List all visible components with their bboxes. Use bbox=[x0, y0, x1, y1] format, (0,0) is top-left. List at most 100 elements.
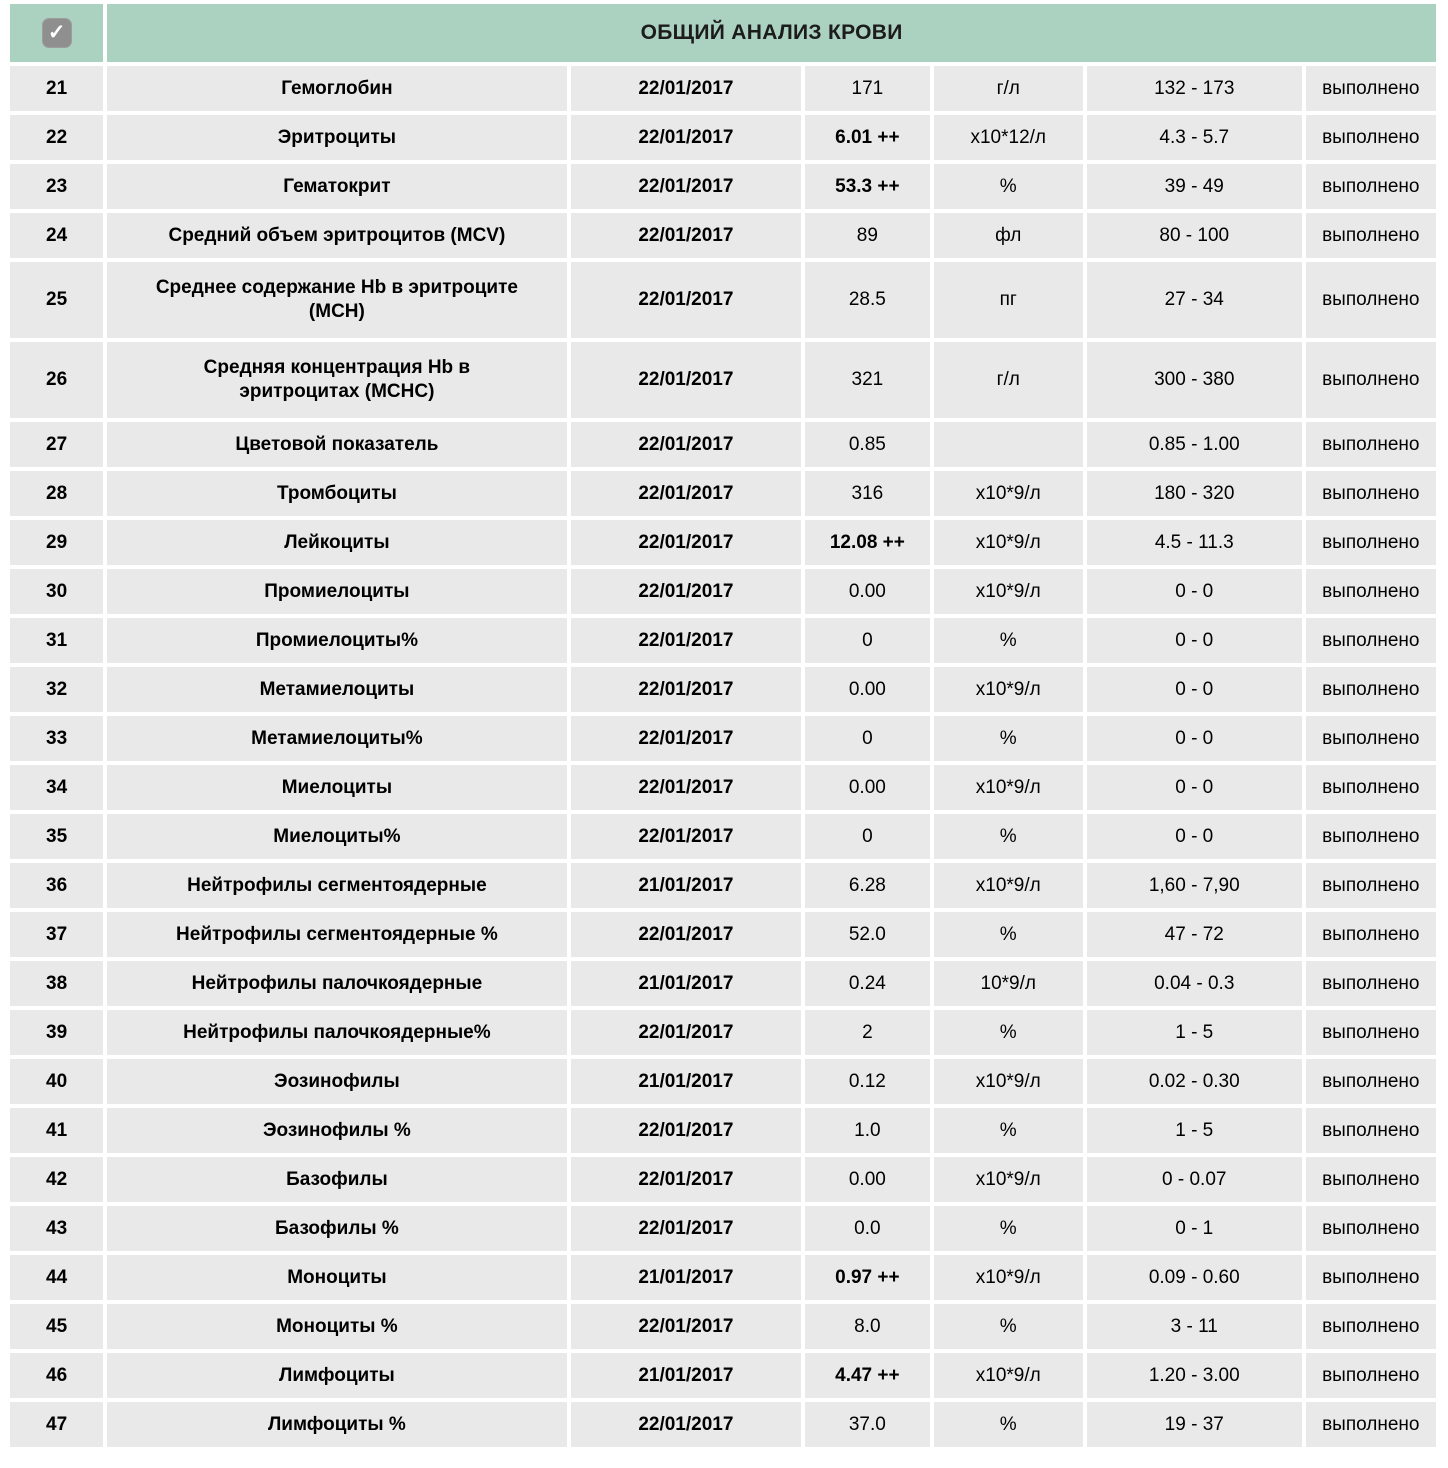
row-number-cell: 36 bbox=[10, 863, 104, 908]
test-name-cell: Базофилы % bbox=[107, 1206, 567, 1251]
test-unit-cell: х10*9/л bbox=[933, 667, 1083, 712]
test-unit-cell: % bbox=[933, 164, 1083, 209]
test-unit-cell: х10*9/л bbox=[933, 1353, 1083, 1398]
result-row: 35 Миелоциты% 22/01/2017 0% 0 - 0 выполнено bbox=[10, 814, 1436, 859]
test-status-cell: выполнено bbox=[1305, 1353, 1436, 1398]
test-unit-cell: % bbox=[933, 1206, 1083, 1251]
test-date-cell: 22/01/2017 bbox=[570, 520, 802, 565]
reference-range-cell: 39 - 49 bbox=[1086, 164, 1302, 209]
test-name-cell: Нейтрофилы палочкоядерные% bbox=[107, 1010, 567, 1055]
test-value-cell: 89 bbox=[805, 213, 930, 258]
test-date-cell: 22/01/2017 bbox=[570, 569, 802, 614]
row-number-cell: 42 bbox=[10, 1157, 104, 1202]
test-value-cell: 6.28 bbox=[805, 863, 930, 908]
test-status-cell: выполнено bbox=[1305, 961, 1436, 1006]
cbc-results-table: ✓ ОБЩИЙ АНАЛИЗ КРОВИ 21 Гемоглобин 22/01/2… bbox=[6, 0, 1440, 1451]
reference-range-cell: 180 - 320 bbox=[1086, 471, 1302, 516]
test-value-cell: 0.24 bbox=[805, 961, 930, 1006]
reference-range-cell: 0 - 0 bbox=[1086, 814, 1302, 859]
result-row: 32 Метамиелоциты 22/01/2017 0.00 х10*9/л 0 - … bbox=[10, 667, 1436, 712]
result-row: 21 Гемоглобин 22/01/2017 171 г/л 132 - 173 вып… bbox=[10, 66, 1436, 111]
test-date-cell: 22/01/2017 bbox=[570, 1010, 802, 1055]
test-value-cell: 12.08 ++ bbox=[805, 520, 930, 565]
reference-range-cell: 132 - 173 bbox=[1086, 66, 1302, 111]
test-unit-cell: % bbox=[933, 1402, 1083, 1447]
test-name-cell: Миелоциты bbox=[107, 765, 567, 810]
result-row: 38 Нейтрофилы палочкоядерные 21/01/2017 0.2… bbox=[10, 961, 1436, 1006]
test-value-cell: 53.3 ++ bbox=[805, 164, 930, 209]
row-number-cell: 26 bbox=[10, 342, 104, 418]
test-name-cell: Моноциты % bbox=[107, 1304, 567, 1349]
row-number-cell: 31 bbox=[10, 618, 104, 663]
result-row: 34 Миелоциты 22/01/2017 0.00 х10*9/л 0 - 0 вып… bbox=[10, 765, 1436, 810]
test-name-cell: Нейтрофилы сегментоядерные % bbox=[107, 912, 567, 957]
row-number-cell: 22 bbox=[10, 115, 104, 160]
test-date-cell: 21/01/2017 bbox=[570, 1059, 802, 1104]
test-name-cell: Моноциты bbox=[107, 1255, 567, 1300]
test-unit-cell: х10*9/л bbox=[933, 471, 1083, 516]
test-unit-cell: % bbox=[933, 912, 1083, 957]
test-value-cell: 0.12 bbox=[805, 1059, 930, 1104]
test-status-cell: выполнено bbox=[1305, 1108, 1436, 1153]
test-date-cell: 22/01/2017 bbox=[570, 716, 802, 761]
row-number-cell: 45 bbox=[10, 1304, 104, 1349]
test-unit-cell: х10*9/л bbox=[933, 1157, 1083, 1202]
test-value-cell: 28.5 bbox=[805, 262, 930, 338]
test-name-cell: Промиелоциты bbox=[107, 569, 567, 614]
result-row: 37 Нейтрофилы сегментоядерные % 22/01/2017… bbox=[10, 912, 1436, 957]
test-status-cell: выполнено bbox=[1305, 422, 1436, 467]
test-name-cell: Средний объем эритроцитов (MCV) bbox=[107, 213, 567, 258]
test-unit-cell: х10*9/л bbox=[933, 520, 1083, 565]
test-value-cell: 2 bbox=[805, 1010, 930, 1055]
test-date-cell: 22/01/2017 bbox=[570, 1304, 802, 1349]
test-value-cell: 52.0 bbox=[805, 912, 930, 957]
reference-range-cell: 0 - 0 bbox=[1086, 716, 1302, 761]
test-status-cell: выполнено bbox=[1305, 716, 1436, 761]
result-row: 45 Моноциты % 22/01/2017 8.0% 3 - 11 выполнен… bbox=[10, 1304, 1436, 1349]
test-name-cell: Гемоглобин bbox=[107, 66, 567, 111]
test-value-cell: 1.0 bbox=[805, 1108, 930, 1153]
result-row: 46 Лимфоциты 21/01/2017 4.47 ++ х10*9/л 1.20 … bbox=[10, 1353, 1436, 1398]
test-status-cell: выполнено bbox=[1305, 115, 1436, 160]
test-unit-cell: % bbox=[933, 618, 1083, 663]
test-value-cell: 0.00 bbox=[805, 765, 930, 810]
test-date-cell: 22/01/2017 bbox=[570, 66, 802, 111]
test-value-cell: 0 bbox=[805, 618, 930, 663]
result-row: 43 Базофилы % 22/01/2017 0.0% 0 - 1 выполнено bbox=[10, 1206, 1436, 1251]
test-date-cell: 21/01/2017 bbox=[570, 961, 802, 1006]
result-row: 31 Промиелоциты% 22/01/2017 0% 0 - 0 выполнен… bbox=[10, 618, 1436, 663]
test-date-cell: 22/01/2017 bbox=[570, 765, 802, 810]
test-date-cell: 22/01/2017 bbox=[570, 164, 802, 209]
test-status-cell: выполнено bbox=[1305, 1402, 1436, 1447]
test-status-cell: выполнено bbox=[1305, 1010, 1436, 1055]
test-name-cell: Нейтрофилы сегментоядерные bbox=[107, 863, 567, 908]
row-number-cell: 44 bbox=[10, 1255, 104, 1300]
test-value-cell: 37.0 bbox=[805, 1402, 930, 1447]
test-status-cell: выполнено bbox=[1305, 569, 1436, 614]
test-value-cell: 316 bbox=[805, 471, 930, 516]
test-status-cell: выполнено bbox=[1305, 1304, 1436, 1349]
test-unit-cell: % bbox=[933, 1304, 1083, 1349]
row-number-cell: 25 bbox=[10, 262, 104, 338]
test-status-cell: выполнено bbox=[1305, 814, 1436, 859]
row-number-cell: 47 bbox=[10, 1402, 104, 1447]
test-unit-cell: % bbox=[933, 716, 1083, 761]
row-number-cell: 38 bbox=[10, 961, 104, 1006]
test-status-cell: выполнено bbox=[1305, 912, 1436, 957]
test-date-cell: 22/01/2017 bbox=[570, 618, 802, 663]
test-date-cell: 22/01/2017 bbox=[570, 667, 802, 712]
reference-range-cell: 1,60 - 7,90 bbox=[1086, 863, 1302, 908]
result-row: 25 Среднее содержание Hb в эритроците (MC… bbox=[10, 262, 1436, 338]
reference-range-cell: 0 - 0 bbox=[1086, 618, 1302, 663]
test-name-cell: Лимфоциты % bbox=[107, 1402, 567, 1447]
test-date-cell: 22/01/2017 bbox=[570, 1402, 802, 1447]
reference-range-cell: 1 - 5 bbox=[1086, 1108, 1302, 1153]
test-unit-cell: % bbox=[933, 1108, 1083, 1153]
reference-range-cell: 0 - 1 bbox=[1086, 1206, 1302, 1251]
results-rows: 21 Гемоглобин 22/01/2017 171 г/л 132 - 173 вып… bbox=[10, 66, 1436, 1447]
select-all-checkbox[interactable]: ✓ bbox=[41, 18, 72, 48]
row-number-cell: 37 bbox=[10, 912, 104, 957]
test-status-cell: выполнено bbox=[1305, 262, 1436, 338]
test-value-cell: 171 bbox=[805, 66, 930, 111]
test-date-cell: 22/01/2017 bbox=[570, 471, 802, 516]
